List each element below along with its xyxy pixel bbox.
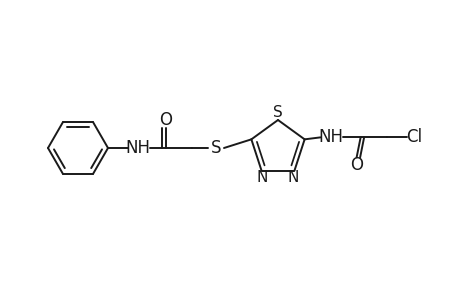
Text: O: O — [159, 111, 172, 129]
Text: NH: NH — [125, 139, 150, 157]
Text: O: O — [349, 156, 362, 174]
Text: S: S — [210, 139, 221, 157]
Text: Cl: Cl — [406, 128, 422, 146]
Text: NH: NH — [318, 128, 342, 146]
Text: N: N — [256, 170, 268, 185]
Text: S: S — [273, 104, 282, 119]
Text: N: N — [287, 170, 298, 185]
